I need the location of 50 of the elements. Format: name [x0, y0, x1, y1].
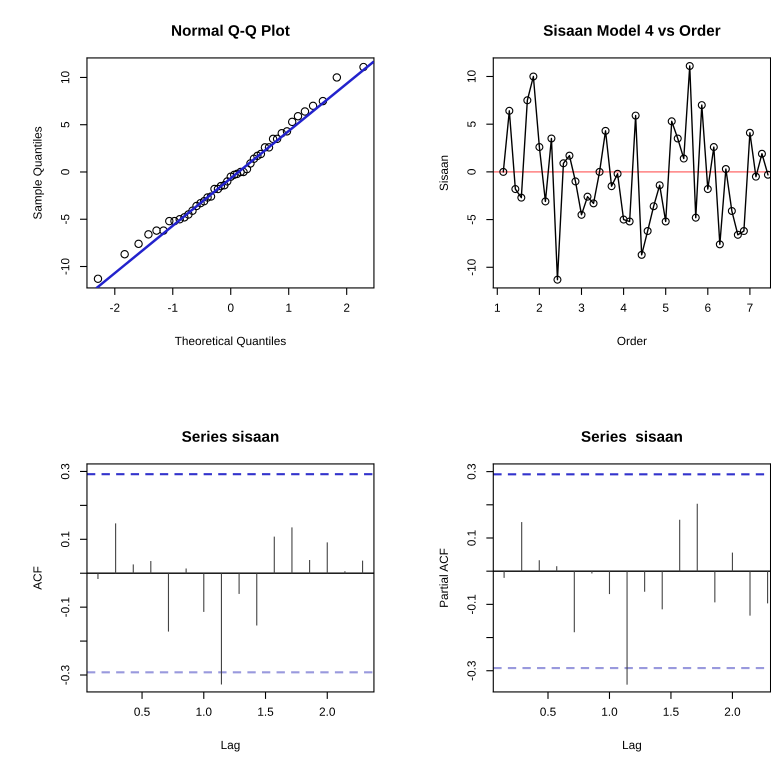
x-tick-label: 1 [286, 304, 292, 312]
x-tick-label: 1.0 [602, 708, 618, 716]
y-tick-label: -0.3 [61, 665, 70, 685]
y-axis-title: Sisaan [439, 156, 448, 190]
y-tick-label: 10 [61, 71, 70, 84]
x-axis-title: Lag [623, 740, 641, 752]
x-tick-label: 2.0 [724, 708, 740, 716]
y-tick-label: 0 [61, 169, 70, 175]
x-tick-label: 0.5 [134, 708, 150, 716]
x-tick-label: 4 [620, 304, 627, 312]
chart-title: Series sisaan [182, 430, 278, 442]
x-tick-label: 3 [578, 304, 584, 312]
y-tick-label: -10 [467, 259, 476, 276]
chart-title: Series sisaan [581, 430, 682, 442]
y-tick-label: 0.3 [61, 464, 70, 480]
x-tick-label: 7 [747, 304, 753, 312]
y-tick-label: 5 [61, 122, 70, 128]
x-tick-label: 0.5 [540, 708, 556, 716]
y-tick-label: -0.1 [61, 598, 70, 617]
y-tick-label: 0 [467, 169, 476, 175]
y-tick-label: 0.1 [61, 532, 70, 548]
y-tick-label: -5 [61, 214, 70, 224]
y-tick-label: 0.1 [467, 530, 476, 546]
x-tick-label: -2 [110, 304, 120, 312]
x-tick-label: 2 [344, 304, 350, 312]
y-tick-label: -0.1 [467, 594, 476, 614]
x-tick-label: 1 [494, 304, 500, 312]
x-tick-label: 6 [705, 304, 711, 312]
chart-title: Sisaan Model 4 vs Order [544, 24, 720, 36]
y-tick-label: -10 [61, 258, 70, 275]
x-tick-label: 0 [228, 304, 234, 312]
y-tick-label: 10 [467, 70, 476, 82]
y-tick-label: 5 [467, 121, 476, 127]
x-tick-label: 2.0 [320, 708, 336, 716]
x-axis-title: Theoretical Quantiles [174, 336, 286, 348]
x-axis-title: Order [617, 336, 647, 346]
chart-title: Normal Q-Q Plot [172, 24, 290, 39]
y-tick-label: -0.3 [467, 661, 476, 680]
x-axis-title: Lag [222, 740, 240, 752]
y-tick-label: -5 [467, 214, 476, 224]
y-axis-title: Sample Quantiles [33, 126, 44, 220]
x-tick-label: 2 [536, 304, 542, 312]
y-axis-title: Partial ACF [439, 548, 448, 607]
x-tick-label: -1 [168, 304, 178, 312]
x-tick-label: 5 [662, 304, 668, 312]
x-tick-label: 1.5 [664, 708, 679, 716]
x-tick-label: 1.0 [196, 708, 212, 716]
x-tick-label: 1.5 [258, 708, 274, 716]
y-axis-title: ACF [33, 566, 42, 590]
y-tick-label: 0.3 [467, 464, 476, 480]
